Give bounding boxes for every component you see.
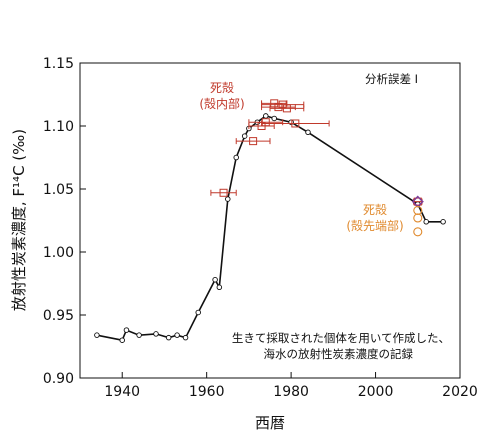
data-point <box>182 334 189 341</box>
y-tick-label: 1.05 <box>43 182 74 198</box>
y-tick-label: 1.10 <box>43 119 74 135</box>
data-point <box>216 284 223 291</box>
dead-outer-label-1: 死殻 <box>363 203 387 217</box>
dead-shell-outer-point <box>413 213 423 223</box>
data-point <box>225 196 231 202</box>
data-point <box>136 332 142 338</box>
dead-shell-inner-point <box>249 137 258 146</box>
plot-frame <box>79 62 461 379</box>
x-axis-label: 西暦 <box>255 414 285 432</box>
data-point <box>153 331 159 337</box>
data-point <box>212 276 218 283</box>
x-tick-label: 1960 <box>189 384 225 400</box>
x-tick-label: 1940 <box>104 384 140 400</box>
x-tick-label: 1980 <box>273 384 309 400</box>
annotation-line-2: 海水の放射性炭素濃度の記録 <box>264 347 414 361</box>
data-point <box>233 154 239 161</box>
x-tick-label: 2000 <box>358 384 394 400</box>
dead-shell-outer-group <box>413 205 423 237</box>
dead-outer-label-2: (殻先端部) <box>346 218 403 233</box>
annotation-line-1: 生きて採取された個体を用いて作成した、 <box>232 331 450 345</box>
x-tick-label: 2020 <box>442 384 478 400</box>
data-point <box>440 219 446 225</box>
data-point <box>165 334 172 341</box>
data-point <box>263 113 269 119</box>
y-axis-label: 放射性炭素濃度, F¹⁴C (‰) <box>10 129 28 311</box>
data-point <box>123 327 130 333</box>
dead-shell-inner-point <box>219 188 228 197</box>
y-tick-label: 0.90 <box>43 371 74 387</box>
dead-shell-outer-point <box>413 205 423 215</box>
main-series-group <box>94 113 446 343</box>
data-point <box>94 332 100 338</box>
data-point <box>423 219 429 225</box>
dead-shell-outer-point <box>413 227 423 237</box>
data-point <box>271 115 277 122</box>
dead-shell-inner-point <box>291 119 300 128</box>
y-tick-label: 0.95 <box>43 308 74 324</box>
error-legend: 分析誤差 I <box>365 72 418 86</box>
data-point <box>241 133 248 139</box>
dead-inner-label-2: (殻内部) <box>199 96 244 111</box>
dead-shell-inner-point <box>413 197 422 206</box>
data-point <box>195 309 201 316</box>
dead-shell-inner-point <box>282 104 291 113</box>
y-tick-label: 1.15 <box>43 56 74 72</box>
data-point <box>174 332 180 338</box>
data-point <box>119 337 125 343</box>
y-tick-label: 1.00 <box>43 245 74 261</box>
data-point <box>305 129 311 136</box>
dead-shell-inner-point <box>261 118 270 127</box>
dead-shell-inner-point <box>274 103 283 112</box>
dead-shell-inner-group <box>210 99 424 208</box>
dead-inner-label-1: 死殻 <box>210 81 234 95</box>
tick-group: 1940 1960 1980 2000 2020 0.90 0.95 1.00 1.05 1.10… <box>43 56 478 400</box>
